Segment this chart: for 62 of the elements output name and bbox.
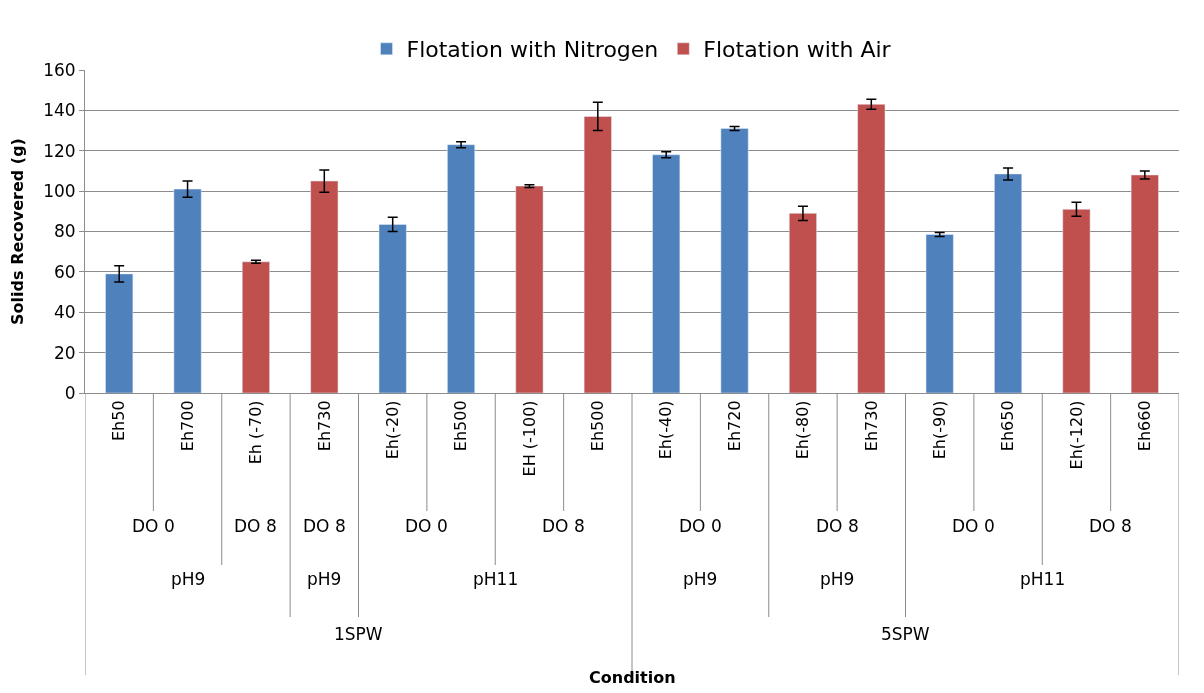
- y-tick-label: 140: [43, 100, 76, 121]
- bar: [447, 144, 475, 393]
- text: 1SPW: [334, 624, 383, 644]
- bar: [925, 234, 954, 393]
- x-tick-label: Eh730: [861, 400, 881, 452]
- y-tick-label: 0: [64, 382, 76, 403]
- text: pH9: [171, 569, 206, 589]
- x-tick-label: Eh(-90): [929, 400, 949, 460]
- text: DO 0: [952, 516, 995, 536]
- text: DO 8: [816, 516, 859, 536]
- bar: [515, 185, 544, 393]
- bar: [378, 224, 407, 393]
- text: pH11: [473, 569, 519, 589]
- y-tick-label: 80: [53, 221, 76, 242]
- bar: [1062, 209, 1091, 393]
- text: DO 0: [132, 516, 175, 536]
- x-tick-label: Eh660: [1135, 400, 1155, 452]
- text: DO 0: [405, 516, 448, 536]
- text: pH11: [1020, 569, 1066, 589]
- text: DO 8: [542, 516, 585, 536]
- x-tick-label: Eh(-120): [1066, 400, 1086, 470]
- x-tick-label: Eh500: [588, 400, 608, 452]
- x-tick-label: Eh700: [177, 400, 197, 452]
- text: pH9: [307, 569, 342, 589]
- text: pH9: [683, 569, 718, 589]
- x-tick-label: Eh650: [998, 400, 1018, 452]
- text: DO 8: [1089, 516, 1132, 536]
- bar: [173, 188, 202, 393]
- y-tick-label: 120: [43, 140, 76, 161]
- x-tick-label: Eh500: [451, 400, 471, 452]
- y-tick-label: 100: [43, 181, 76, 202]
- bar: [310, 180, 339, 393]
- bar: [720, 128, 749, 393]
- bar: [242, 261, 270, 393]
- y-tick-label: 20: [53, 342, 76, 363]
- bar: [789, 213, 817, 393]
- bar: [857, 104, 886, 393]
- text: pH9: [820, 569, 855, 589]
- x-tick-label: Eh720: [724, 400, 744, 452]
- y-tick-label: 160: [43, 59, 76, 80]
- x-tick-label: Eh (-70): [246, 400, 266, 465]
- legend-label: Flotation with Nitrogen: [406, 37, 659, 63]
- text: DO 8: [303, 516, 346, 536]
- x-tick-label: Eh(-40): [656, 400, 676, 460]
- y-axis-title: Solids Recovered (g): [8, 138, 28, 325]
- x-tick-label: EH (-100): [519, 400, 539, 477]
- x-tick-label: Eh50: [109, 400, 129, 442]
- bar: [583, 116, 612, 393]
- x-tick-label: Eh(-20): [382, 400, 402, 460]
- x-tick-label: Eh(-80): [793, 400, 813, 460]
- bar: [1130, 174, 1159, 393]
- y-tick-label: 60: [53, 261, 76, 282]
- y-tick-label: 40: [53, 302, 76, 323]
- x-tick-label: Eh730: [314, 400, 334, 452]
- text: DO 8: [234, 516, 277, 536]
- bar: [652, 154, 681, 393]
- legend-label: Flotation with Air: [703, 37, 892, 63]
- text: DO 0: [679, 516, 722, 536]
- bar: [994, 173, 1022, 393]
- text: 5SPW: [881, 624, 930, 644]
- bar: [105, 273, 134, 393]
- text: Condition: [589, 668, 676, 687]
